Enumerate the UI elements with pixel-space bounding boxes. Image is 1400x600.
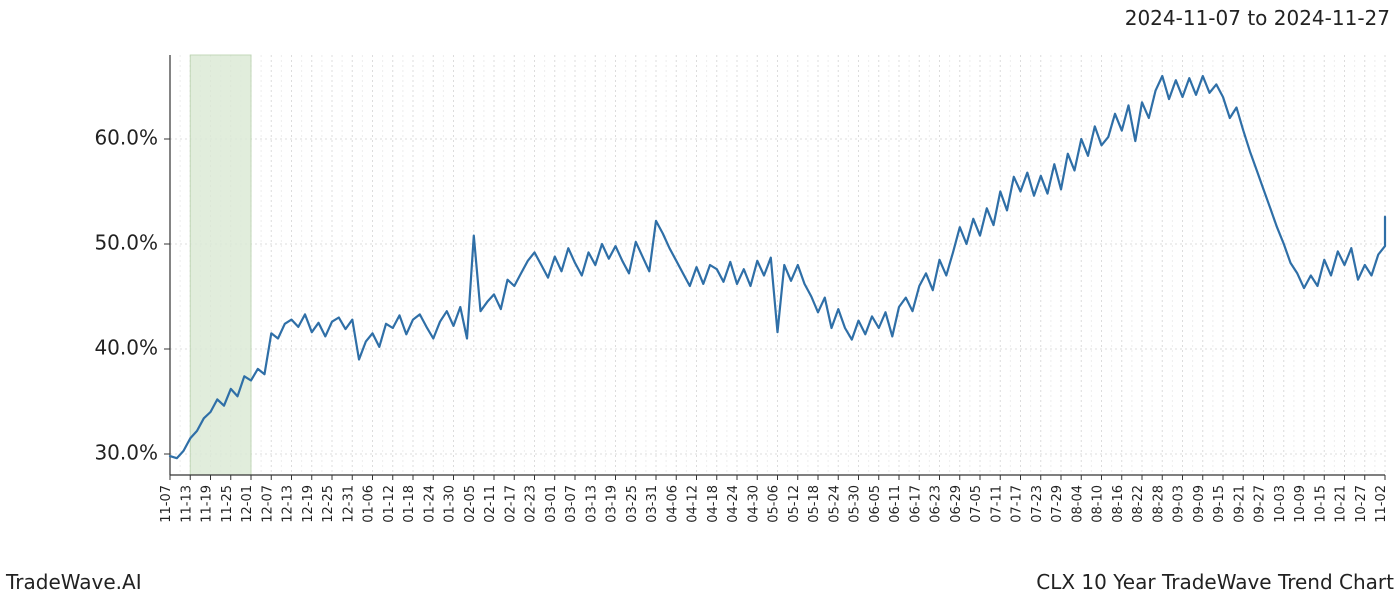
svg-text:03-25: 03-25 xyxy=(625,485,640,523)
svg-text:06-17: 06-17 xyxy=(908,485,923,523)
svg-text:40.0%: 40.0% xyxy=(94,336,158,360)
svg-text:05-24: 05-24 xyxy=(827,485,842,523)
svg-text:07-17: 07-17 xyxy=(1010,485,1025,523)
brand-label: TradeWave.AI xyxy=(6,570,142,594)
svg-text:12-31: 12-31 xyxy=(341,485,356,523)
svg-text:11-13: 11-13 xyxy=(179,485,194,523)
svg-text:05-18: 05-18 xyxy=(807,485,822,523)
svg-text:03-31: 03-31 xyxy=(645,485,660,523)
svg-text:04-24: 04-24 xyxy=(726,485,741,523)
date-range-label: 2024-11-07 to 2024-11-27 xyxy=(1125,6,1390,30)
svg-text:03-19: 03-19 xyxy=(605,485,620,523)
svg-text:30.0%: 30.0% xyxy=(94,441,158,465)
svg-text:50.0%: 50.0% xyxy=(94,231,158,255)
svg-text:09-15: 09-15 xyxy=(1212,485,1227,523)
svg-text:05-12: 05-12 xyxy=(787,485,802,523)
svg-text:01-30: 01-30 xyxy=(443,485,458,523)
svg-text:07-11: 07-11 xyxy=(989,485,1004,523)
svg-text:10-03: 10-03 xyxy=(1273,485,1288,523)
svg-text:03-13: 03-13 xyxy=(584,485,599,523)
svg-text:08-04: 08-04 xyxy=(1070,485,1085,523)
svg-text:04-18: 04-18 xyxy=(706,485,721,523)
svg-text:01-12: 01-12 xyxy=(382,485,397,523)
svg-text:04-06: 04-06 xyxy=(665,485,680,523)
svg-text:07-29: 07-29 xyxy=(1050,485,1065,523)
svg-text:08-22: 08-22 xyxy=(1131,485,1146,523)
svg-text:03-07: 03-07 xyxy=(564,485,579,523)
svg-text:12-19: 12-19 xyxy=(301,485,316,523)
svg-text:01-24: 01-24 xyxy=(422,485,437,523)
svg-text:09-21: 09-21 xyxy=(1232,485,1247,523)
svg-text:12-01: 12-01 xyxy=(240,485,255,523)
svg-text:04-30: 04-30 xyxy=(746,485,761,523)
chart-title: CLX 10 Year TradeWave Trend Chart xyxy=(1036,570,1394,594)
svg-text:02-11: 02-11 xyxy=(483,485,498,523)
svg-text:11-19: 11-19 xyxy=(200,485,215,523)
svg-text:08-16: 08-16 xyxy=(1111,485,1126,523)
svg-text:01-18: 01-18 xyxy=(402,485,417,523)
svg-text:02-17: 02-17 xyxy=(503,485,518,523)
svg-text:01-06: 01-06 xyxy=(362,485,377,523)
svg-text:02-05: 02-05 xyxy=(463,485,478,523)
svg-text:11-07: 11-07 xyxy=(159,485,174,523)
svg-text:07-23: 07-23 xyxy=(1030,485,1045,523)
svg-text:11-25: 11-25 xyxy=(220,485,235,523)
trend-chart: 30.0% 40.0% 50.0% 60.0% 11-07 11-13 11-19 11-25… xyxy=(0,0,1400,600)
chart-container: 2024-11-07 to 2024-11-27 30.0% 40.0% 50.0%… xyxy=(0,0,1400,600)
svg-text:09-09: 09-09 xyxy=(1192,485,1207,523)
svg-text:08-10: 08-10 xyxy=(1091,485,1106,523)
svg-text:06-05: 06-05 xyxy=(868,485,883,523)
svg-text:05-06: 05-06 xyxy=(767,485,782,523)
svg-text:02-23: 02-23 xyxy=(524,485,539,523)
svg-text:09-03: 09-03 xyxy=(1172,485,1187,523)
svg-text:12-25: 12-25 xyxy=(321,485,336,523)
svg-text:11-02: 11-02 xyxy=(1374,485,1389,523)
svg-text:10-15: 10-15 xyxy=(1313,485,1328,523)
svg-text:03-01: 03-01 xyxy=(544,485,559,523)
svg-text:10-21: 10-21 xyxy=(1334,485,1349,523)
svg-text:06-11: 06-11 xyxy=(888,485,903,523)
svg-text:05-30: 05-30 xyxy=(848,485,863,523)
svg-text:04-12: 04-12 xyxy=(686,485,701,523)
svg-text:08-28: 08-28 xyxy=(1151,485,1166,523)
svg-text:09-27: 09-27 xyxy=(1253,485,1268,523)
svg-text:06-29: 06-29 xyxy=(949,485,964,523)
svg-text:12-13: 12-13 xyxy=(281,485,296,523)
svg-text:06-23: 06-23 xyxy=(929,485,944,523)
svg-text:60.0%: 60.0% xyxy=(94,126,158,150)
svg-text:07-05: 07-05 xyxy=(969,485,984,523)
svg-text:10-27: 10-27 xyxy=(1354,485,1369,523)
svg-text:10-09: 10-09 xyxy=(1293,485,1308,523)
svg-text:12-07: 12-07 xyxy=(260,485,275,523)
